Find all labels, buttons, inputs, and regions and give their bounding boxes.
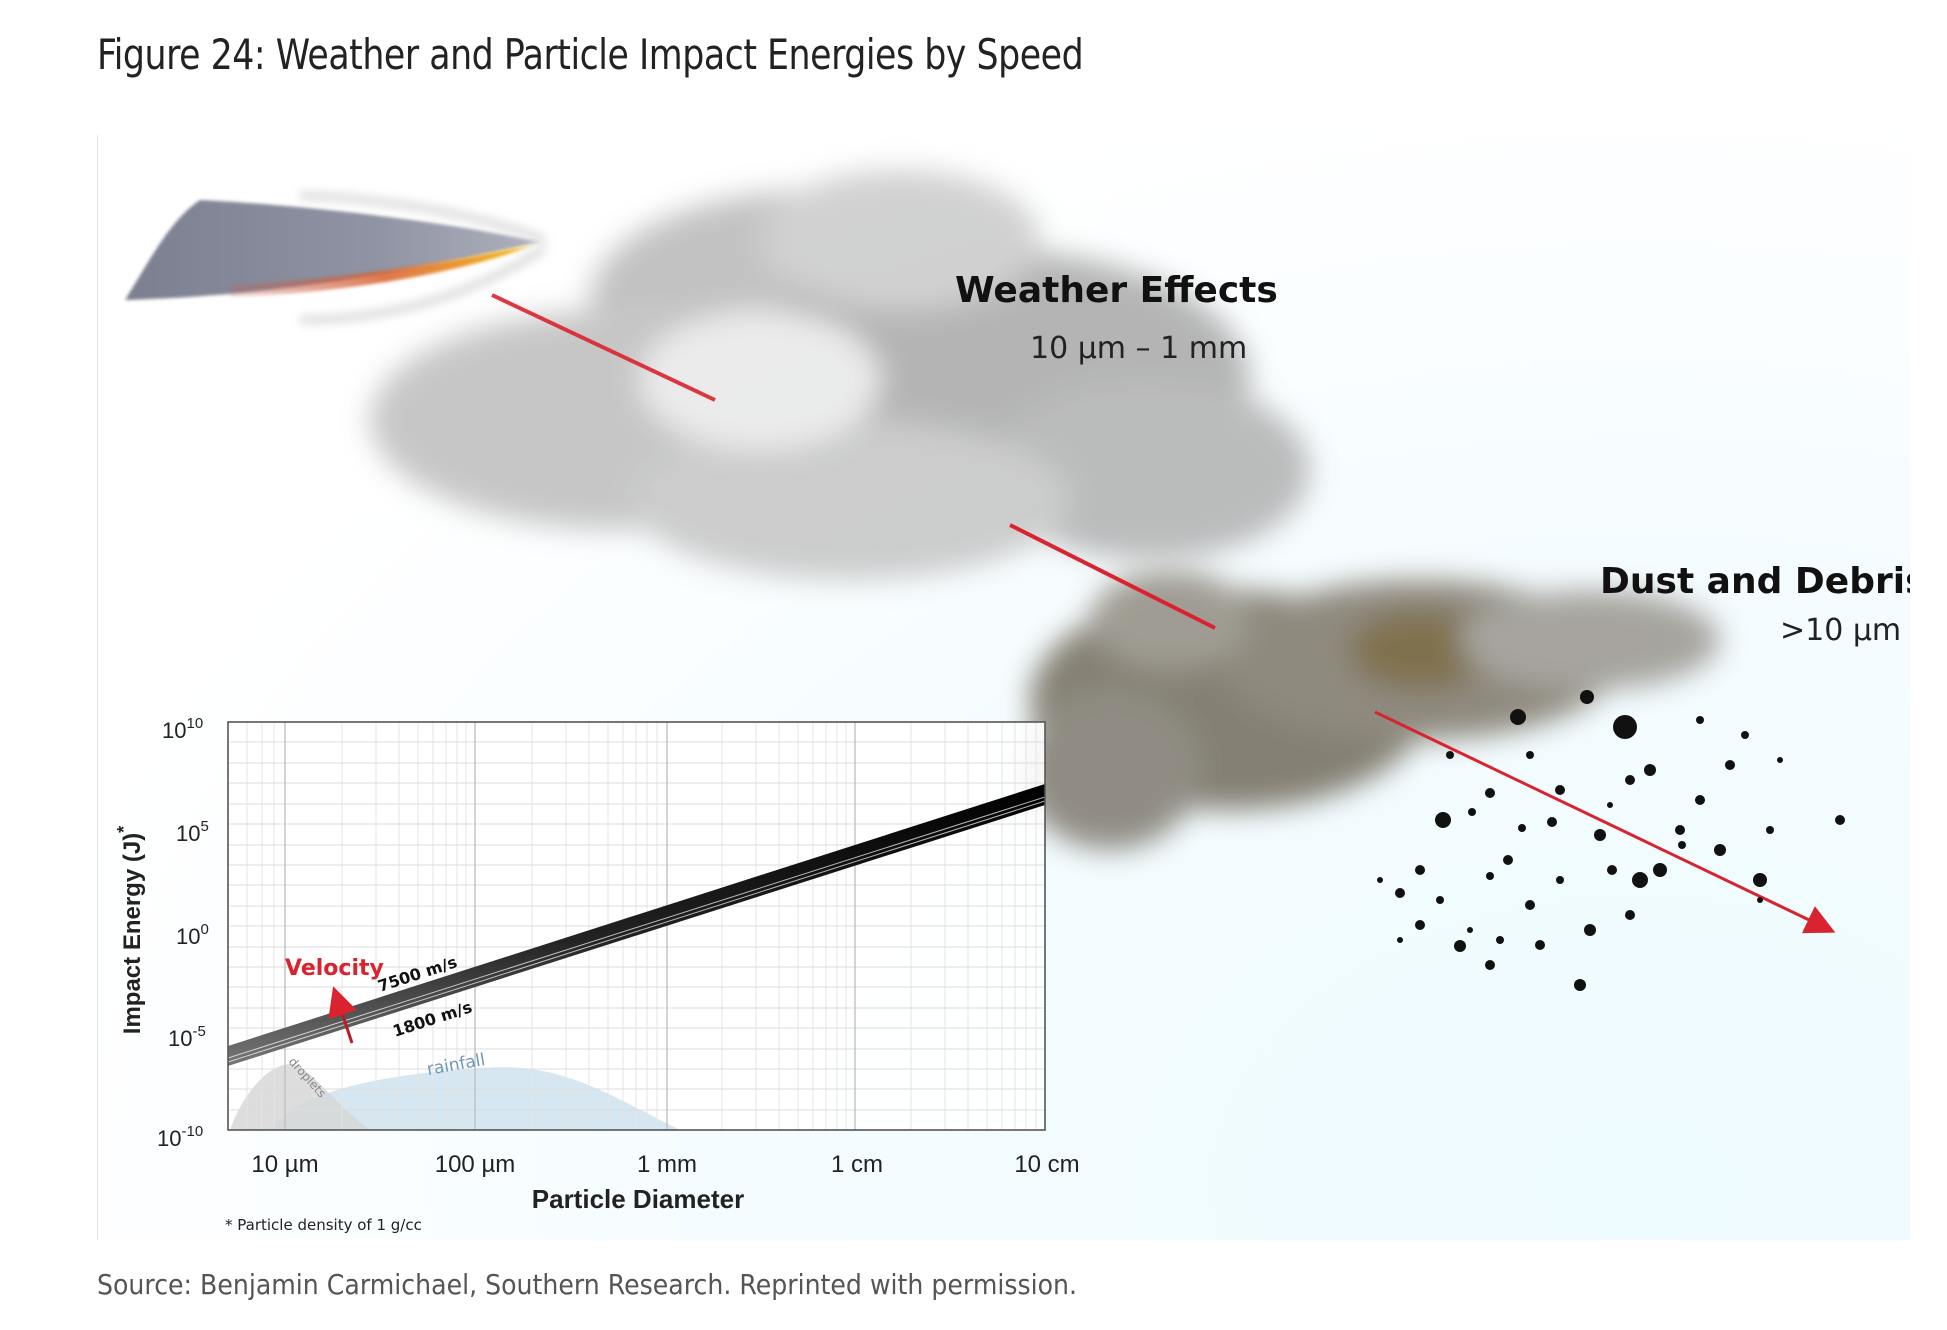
impact-energy-chart: Velocity 7500 m/s 1800 m/s droplets rain…: [114, 715, 1080, 1234]
weather-label: Weather Effects: [955, 270, 1278, 311]
dust-label: Dust and Debris: [1600, 561, 1910, 602]
velocity-arrow: [328, 986, 357, 1044]
figure-svg: Weather Effects 10 µm – 1 mm Dust and De…: [114, 170, 1910, 1234]
trajectory-line: [491, 293, 1836, 934]
horizontal-grid: [228, 741, 1045, 1111]
dust-range: >10 µm: [1780, 613, 1901, 648]
droplets-region: [230, 1064, 370, 1130]
svg-text:10-10: 10-10: [157, 1123, 203, 1151]
density-footnote: * Particle density of 1 g/cc: [225, 1216, 422, 1234]
svg-text:10 cm: 10 cm: [1014, 1151, 1079, 1178]
svg-text:1010: 1010: [162, 715, 203, 743]
major-grid: [284, 722, 856, 1130]
y-tick-labels: 1010 105 100 10-5 10-10: [157, 715, 209, 1151]
figure-border: [97, 135, 98, 1240]
velocity-band: [228, 784, 1045, 1066]
y-axis-label: Impact Energy (J)*: [114, 826, 146, 1034]
svg-text:1 mm: 1 mm: [637, 1151, 697, 1178]
debris-particles: [1377, 690, 1845, 991]
svg-text:10-5: 10-5: [168, 1023, 206, 1051]
x-axis-label: Particle Diameter: [532, 1184, 744, 1214]
dust-cloud: [1020, 570, 1720, 850]
source-caption: Source: Benjamin Carmichael, Southern Re…: [97, 1268, 1078, 1301]
x-tick-labels: 10 µm 100 µm 1 mm 1 cm 10 cm: [251, 1151, 1079, 1178]
weather-cloud: [370, 170, 1310, 580]
plot-frame: [227, 721, 1046, 1131]
svg-text:100: 100: [176, 921, 209, 949]
svg-text:100 µm: 100 µm: [435, 1151, 516, 1178]
svg-text:1 cm: 1 cm: [831, 1151, 883, 1178]
weather-range: 10 µm – 1 mm: [1030, 331, 1247, 366]
svg-text:105: 105: [176, 818, 209, 846]
figure-title: Figure 24: Weather and Particle Impact E…: [97, 30, 1084, 79]
hypersonic-vehicle-icon: [125, 191, 547, 324]
figure-illustration: Weather Effects 10 µm – 1 mm Dust and De…: [97, 135, 1910, 1240]
svg-text:10 µm: 10 µm: [251, 1151, 318, 1178]
velocity-label: Velocity: [285, 956, 384, 981]
